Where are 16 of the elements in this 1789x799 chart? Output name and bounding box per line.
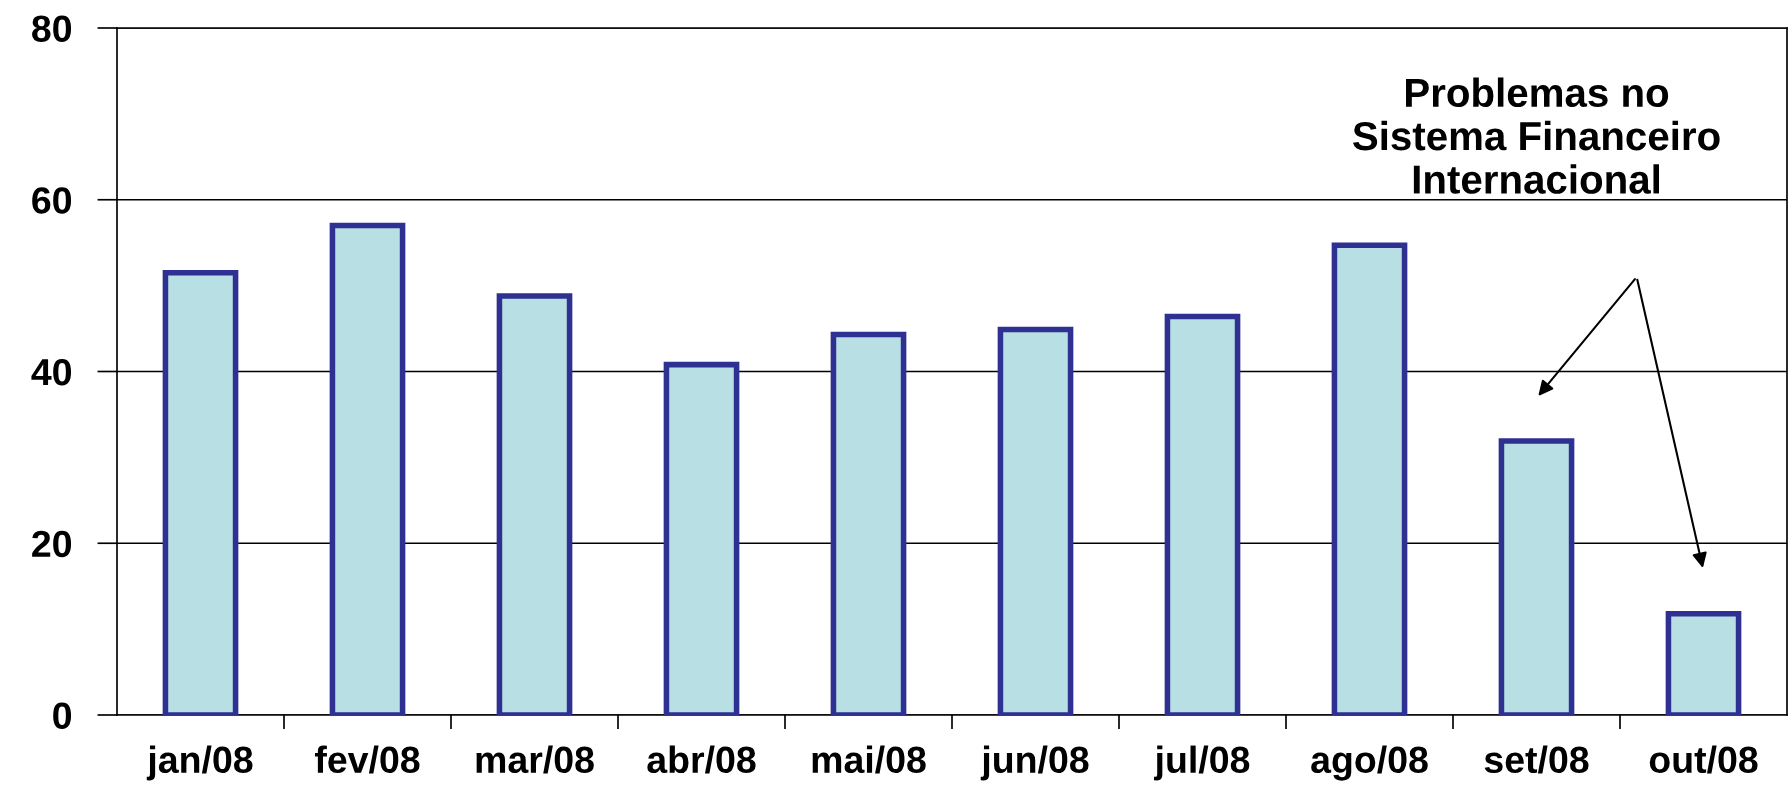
x-tick-label: set/08 bbox=[1484, 745, 1589, 774]
x-tick-label: jul/08 bbox=[1153, 745, 1250, 781]
x-tick-label: jun/08 bbox=[980, 745, 1089, 781]
x-tick-label: mai/08 bbox=[812, 745, 926, 774]
x-tick-label: mar/08 bbox=[476, 745, 594, 774]
y-tick-label: 40 bbox=[31, 358, 72, 386]
x-tick-label: out/08 bbox=[1649, 745, 1758, 774]
y-tick-label: 0 bbox=[53, 702, 72, 729]
x-tick-label: jan/08 bbox=[146, 745, 253, 781]
y-tick-label: 80 bbox=[32, 15, 72, 42]
x-tick-label: abr/08 bbox=[647, 745, 756, 774]
y-tick-label: 60 bbox=[32, 187, 72, 214]
x-tick-label: fev/08 bbox=[314, 745, 420, 774]
y-tick-label: 20 bbox=[32, 530, 72, 558]
x-tick-label: ago/08 bbox=[1311, 745, 1428, 781]
annotation: Problemas no Sistema Financeiro Internacional bbox=[1353, 77, 1720, 194]
